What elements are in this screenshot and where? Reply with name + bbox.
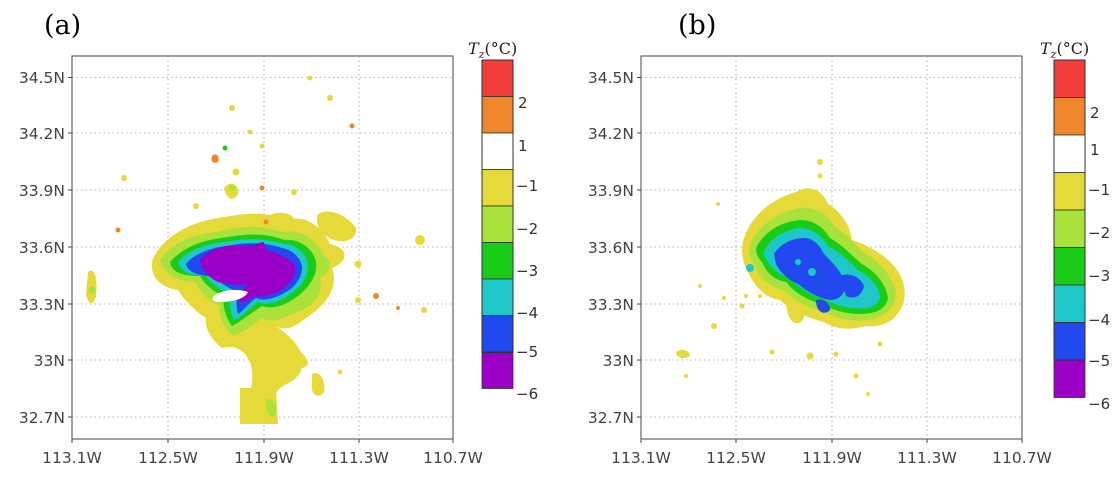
lat-tick-label: 33.9N — [588, 182, 634, 200]
lon-tick-marks — [71, 439, 454, 443]
lon-tick-labels: 113.1W 112.5W 111.9W 111.3W 110.7W — [611, 449, 1052, 467]
colorbar-title: Tz(°C) — [468, 39, 517, 61]
colorbar-label: 1 — [518, 137, 528, 155]
colorbar-label: −4 — [516, 304, 538, 322]
colorbar-swatch — [481, 205, 514, 243]
colorbar-swatch — [1053, 322, 1086, 361]
colorbar-label: −2 — [516, 220, 538, 238]
colorbar-label: −6 — [1088, 395, 1110, 413]
lat-tick-labels: 34.5N 34.2N 33.9N 33.6N 33.3N 33N 32.7N — [19, 69, 65, 427]
colorbar-swatch — [1053, 209, 1086, 248]
lat-tick-label: 34.2N — [19, 125, 65, 143]
colorbar-swatch — [481, 315, 514, 353]
colorbar-swatch — [1053, 97, 1086, 136]
lon-tick-label: 111.9W — [802, 449, 862, 467]
lat-tick-label: 34.5N — [19, 69, 65, 87]
colorbar-swatch — [481, 169, 514, 207]
colorbar-label: −5 — [1088, 352, 1110, 370]
colorbar-swatch — [481, 278, 514, 316]
colorbar-label: 1 — [1090, 141, 1100, 159]
gridlines — [641, 56, 1022, 439]
lon-tick-labels: 113.1W 112.5W 111.9W 111.3W 110.7W — [42, 449, 483, 467]
panel-b: (b) — [588, 10, 1110, 467]
lat-tick-label: 32.7N — [19, 409, 65, 427]
colorbar-label: −6 — [516, 385, 538, 403]
lon-tick-label: 112.5W — [706, 449, 766, 467]
lat-tick-labels: 34.5N 34.2N 33.9N 33.6N 33.3N 33N 32.7N — [588, 69, 634, 427]
lat-tick-label: 33.3N — [19, 296, 65, 314]
colorbar-label: −3 — [1088, 267, 1110, 285]
lon-tick-label: 111.9W — [234, 449, 294, 467]
lat-tick-label: 33.6N — [588, 239, 634, 257]
colorbar-swatch — [1053, 59, 1086, 98]
lat-tick-marks — [68, 77, 72, 418]
colorbar-label: 2 — [1090, 104, 1100, 122]
lat-tick-label: 34.5N — [588, 69, 634, 87]
lon-tick-label: 110.7W — [423, 449, 483, 467]
colorbar-label: −2 — [1088, 224, 1110, 242]
panel-a: (a) — [19, 10, 538, 467]
colorbar-label: 2 — [518, 94, 528, 112]
colorbar-label: −1 — [1088, 181, 1110, 199]
colorbar-swatch — [481, 96, 514, 134]
lon-tick-label: 110.7W — [992, 449, 1052, 467]
lon-tick-marks — [640, 439, 1023, 443]
colorbar-swatches — [481, 59, 514, 389]
lon-tick-label: 111.3W — [329, 449, 389, 467]
colorbar: Tz(°C) 2 1 −1 −2 −3 −4 −5 −6 — [468, 39, 538, 403]
panel-label: (b) — [678, 10, 716, 41]
colorbar-label: −5 — [516, 343, 538, 361]
colorbar-swatch — [1053, 247, 1086, 286]
colorbar-swatches — [1053, 59, 1086, 398]
colorbar-swatch — [1053, 359, 1086, 398]
lat-tick-marks — [637, 77, 641, 418]
colorbar-swatch — [481, 351, 514, 389]
panel-label: (a) — [44, 10, 81, 41]
lon-tick-label: 113.1W — [42, 449, 102, 467]
lat-tick-label: 33N — [603, 352, 634, 370]
colorbar-swatch — [481, 59, 514, 97]
lon-tick-label: 112.5W — [138, 449, 198, 467]
lat-tick-label: 33.6N — [19, 239, 65, 257]
colorbar-swatch — [481, 132, 514, 170]
lat-tick-label: 33N — [34, 352, 65, 370]
lon-tick-label: 111.3W — [897, 449, 957, 467]
colorbar-label: −3 — [516, 262, 538, 280]
colorbar-label: −4 — [1088, 311, 1110, 329]
temperature-field — [676, 159, 905, 396]
colorbar-label: −1 — [516, 177, 538, 195]
lat-tick-label: 34.2N — [588, 125, 634, 143]
colorbar-swatch — [1053, 284, 1086, 323]
lat-tick-label: 33.9N — [19, 182, 65, 200]
lon-tick-label: 113.1W — [611, 449, 671, 467]
lat-tick-label: 32.7N — [588, 409, 634, 427]
lat-tick-label: 33.3N — [588, 296, 634, 314]
temperature-field — [86, 75, 427, 424]
colorbar-swatch — [1053, 134, 1086, 173]
colorbar-title: Tz(°C) — [1040, 39, 1089, 61]
colorbar: Tz(°C) 2 1 −1 −2 −3 −4 −5 −6 — [1040, 39, 1110, 413]
colorbar-swatch — [1053, 172, 1086, 211]
colorbar-swatch — [481, 242, 514, 280]
